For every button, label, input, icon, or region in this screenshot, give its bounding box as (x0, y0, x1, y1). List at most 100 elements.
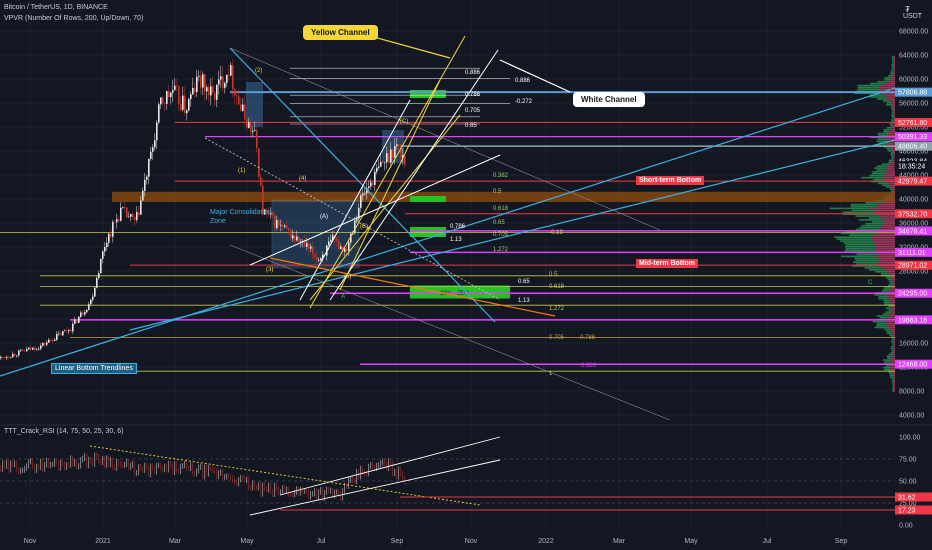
volume-bar-up (852, 265, 878, 267)
volume-bar-down (893, 109, 895, 112)
volume-bar-down (893, 378, 895, 381)
volume-bar-down (874, 242, 895, 244)
candle-body (126, 207, 128, 218)
volume-bar-down (885, 96, 895, 98)
volume-bar-down (893, 63, 895, 66)
price-badge (895, 226, 932, 236)
candle-body (120, 207, 122, 221)
candle-body (176, 85, 178, 87)
volume-bar-down (891, 186, 895, 189)
candle-body (322, 254, 324, 259)
volume-bar-down (888, 134, 895, 137)
candle-body (222, 76, 224, 88)
volume-bar-up (845, 246, 876, 248)
candle-body (308, 243, 310, 249)
time-tick-label: Mar (613, 538, 626, 545)
price-badge-label: 34678.41 (898, 228, 927, 235)
volume-bar-up (853, 261, 879, 263)
candle-body (306, 243, 308, 247)
wave-label: (4) (299, 176, 306, 182)
candle-body (32, 347, 34, 350)
candle-body (386, 153, 388, 162)
volume-bar-up (892, 378, 894, 381)
volume-bar-down (893, 107, 895, 110)
candle-body (12, 353, 14, 358)
volume-bar-up (841, 255, 874, 258)
candle-body (174, 85, 176, 91)
volume-bar-up (886, 103, 892, 106)
vpvr-title[interactable]: VPVR (Number Of Rows, 200, Up/Down, 70) (4, 15, 144, 22)
volume-bar-up (876, 322, 888, 325)
price-tick-label: 56000.00 (899, 101, 928, 108)
rsi-title[interactable]: TTT_Crack_RSI (14, 75, 50, 25, 30, 6) (4, 428, 124, 435)
wave-label: (C) (400, 119, 408, 125)
candle-body (286, 225, 288, 229)
wave-label: (1) (238, 168, 245, 174)
candle-body (42, 343, 44, 346)
volume-bar-up (891, 57, 894, 60)
candle-body (22, 349, 24, 351)
candle-body (38, 348, 40, 350)
candle-body (212, 86, 214, 93)
yellow-channel-3 (339, 79, 441, 291)
volume-bar-up (874, 326, 887, 329)
volume-bar-down (877, 205, 895, 208)
volume-bar-up (884, 361, 891, 363)
volume-bar-down (891, 102, 895, 104)
volume-bar-up (861, 224, 882, 227)
volume-bar-up (849, 234, 877, 237)
volume-bar-down (877, 203, 895, 206)
volume-bar-up (891, 349, 894, 352)
candle-body (132, 214, 134, 217)
volume-bar-down (892, 150, 895, 152)
candle-body (70, 330, 72, 332)
volume-bar-down (890, 368, 895, 371)
candle-body (68, 330, 70, 332)
wave-label: (A) (320, 214, 328, 220)
candle-body (292, 235, 294, 239)
green-target-zone (410, 196, 446, 202)
volume-bar-down (893, 105, 895, 108)
candle-body (44, 343, 46, 345)
volume-bar-down (891, 311, 895, 313)
fib-level-label: 0.886 (581, 363, 597, 369)
volume-bar-down (887, 98, 895, 100)
volume-bar-up (888, 305, 893, 308)
candle-body (296, 236, 298, 241)
volume-bar-down (893, 153, 895, 156)
volume-bar-down (882, 267, 895, 269)
volume-bar-up (877, 138, 889, 141)
candle-body (40, 345, 42, 349)
price-badge-label: 31111.01 (898, 250, 926, 257)
volume-bar-up (865, 222, 884, 225)
symbol-title[interactable]: Bitcoin / TetherUS, 1D, BINANCE (4, 4, 108, 11)
volume-bar-down (889, 184, 895, 187)
candle-body (340, 246, 342, 250)
volume-bar-down (875, 244, 895, 246)
candle-body (210, 86, 212, 96)
candle-body (384, 161, 386, 163)
volume-bar-down (885, 171, 895, 173)
volume-bar-down (891, 355, 895, 358)
volume-bar-down (893, 117, 895, 119)
volume-bar-down (890, 303, 895, 306)
volume-bar-down (894, 386, 895, 388)
candle-body (236, 95, 238, 97)
consolidation-zone-label: Major Consolidation Zone (210, 209, 272, 225)
volume-bar-down (877, 265, 895, 267)
white-pointer (499, 59, 571, 93)
volume-bar-up (855, 263, 880, 265)
green-target-zone (410, 285, 510, 299)
volume-bar-down (886, 167, 895, 169)
linear-trendline-1 (0, 87, 896, 377)
candle-body (232, 65, 234, 90)
fib-level-label: 0.65 (493, 220, 505, 226)
volume-bar-up (882, 290, 890, 292)
candle-body (162, 97, 164, 104)
candle-body (320, 258, 322, 261)
candle-body (256, 130, 258, 149)
candle-body (28, 347, 30, 350)
volume-bar-down (878, 92, 895, 94)
volume-bar-down (888, 142, 895, 144)
candle-body (276, 220, 278, 228)
